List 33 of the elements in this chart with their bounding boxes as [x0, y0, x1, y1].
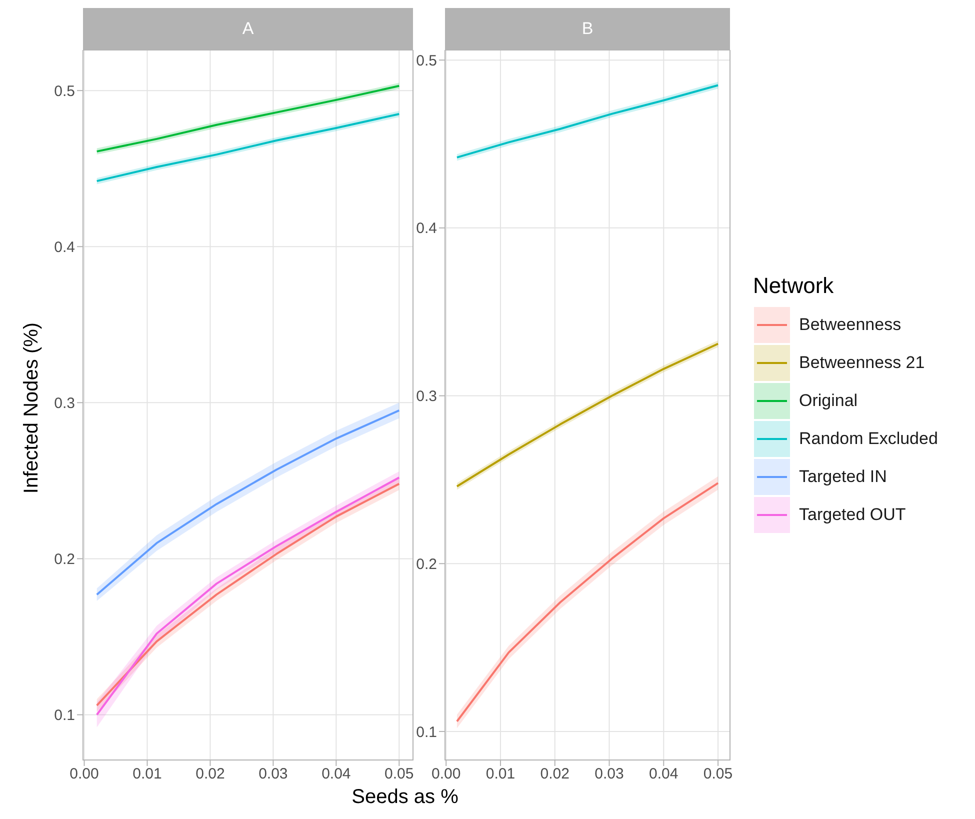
- x-axis-title: Seeds as %: [350, 786, 460, 809]
- x-tick-label: 0.04: [649, 766, 678, 783]
- legend-label: Targeted OUT: [799, 505, 906, 525]
- y-tick-label: 0.4: [416, 220, 437, 238]
- x-tick-label: 0.05: [384, 766, 414, 783]
- chart-title: B: [445, 8, 730, 50]
- x-tick-label: 0.05: [703, 766, 733, 783]
- y-tick-label: 0.1: [54, 707, 75, 724]
- legend-label: Betweenness 21: [799, 353, 925, 373]
- legend-label: Original: [799, 391, 858, 411]
- x-tick-label: 0.00: [70, 766, 99, 783]
- y-tick-label: 0.2: [416, 556, 437, 573]
- x-tick-label: 0.02: [196, 766, 225, 783]
- legend-label: Betweenness: [799, 315, 902, 335]
- x-tick-label: 0.01: [132, 766, 162, 783]
- y-tick-label: 0.5: [416, 52, 437, 70]
- y-tick-label: 0.5: [54, 82, 75, 100]
- y-tick-label: 0.3: [54, 394, 75, 412]
- chart-title: A: [83, 8, 413, 50]
- y-tick-label: 0.3: [416, 388, 437, 406]
- y-axis-title: Infected Nodes (%): [20, 322, 44, 494]
- y-tick-label: 0.4: [54, 238, 75, 256]
- x-tick-label: 0.02: [540, 766, 570, 783]
- x-tick-label: 0.01: [486, 766, 516, 783]
- x-tick-label: 0.04: [322, 766, 351, 783]
- legend-label: Random Excluded: [799, 429, 938, 449]
- y-tick-label: 0.2: [54, 551, 75, 568]
- legend-label: Targeted IN: [799, 467, 887, 487]
- y-tick-label: 0.1: [416, 724, 437, 741]
- x-tick-label: 0.03: [594, 766, 624, 783]
- x-tick-label: 0.03: [258, 766, 288, 783]
- x-tick-label: 0.00: [431, 766, 461, 783]
- legend-title: Network: [753, 273, 835, 299]
